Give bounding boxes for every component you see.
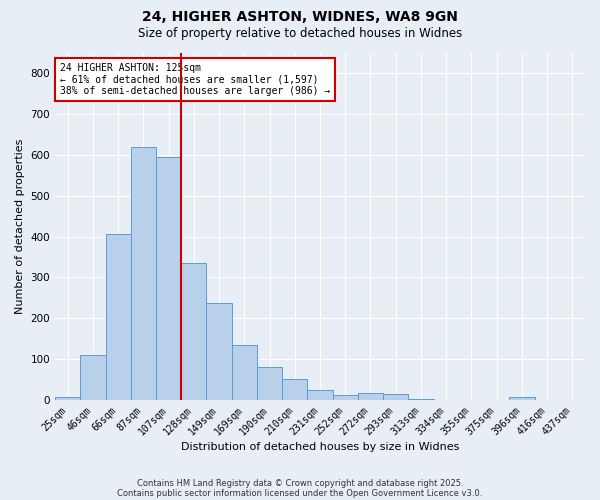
Bar: [156, 157, 181, 400]
Bar: [409, 399, 434, 400]
Text: Contains HM Land Registry data © Crown copyright and database right 2025.: Contains HM Land Registry data © Crown c…: [137, 478, 463, 488]
Text: Size of property relative to detached houses in Widnes: Size of property relative to detached ho…: [138, 28, 462, 40]
Y-axis label: Number of detached properties: Number of detached properties: [15, 138, 25, 314]
Bar: [509, 397, 535, 400]
Bar: [257, 368, 282, 400]
Bar: [232, 345, 257, 400]
Bar: [80, 355, 106, 400]
Bar: [55, 397, 80, 400]
Text: 24 HIGHER ASHTON: 125sqm
← 61% of detached houses are smaller (1,597)
38% of sem: 24 HIGHER ASHTON: 125sqm ← 61% of detach…: [61, 63, 331, 96]
Bar: [358, 393, 383, 400]
Bar: [181, 263, 206, 400]
Bar: [307, 390, 332, 400]
Text: Contains public sector information licensed under the Open Government Licence v3: Contains public sector information licen…: [118, 488, 482, 498]
Text: 24, HIGHER ASHTON, WIDNES, WA8 9GN: 24, HIGHER ASHTON, WIDNES, WA8 9GN: [142, 10, 458, 24]
Bar: [332, 395, 358, 400]
Bar: [206, 303, 232, 400]
Bar: [106, 234, 131, 400]
Bar: [131, 146, 156, 400]
Bar: [282, 379, 307, 400]
Bar: [383, 394, 409, 400]
X-axis label: Distribution of detached houses by size in Widnes: Distribution of detached houses by size …: [181, 442, 459, 452]
